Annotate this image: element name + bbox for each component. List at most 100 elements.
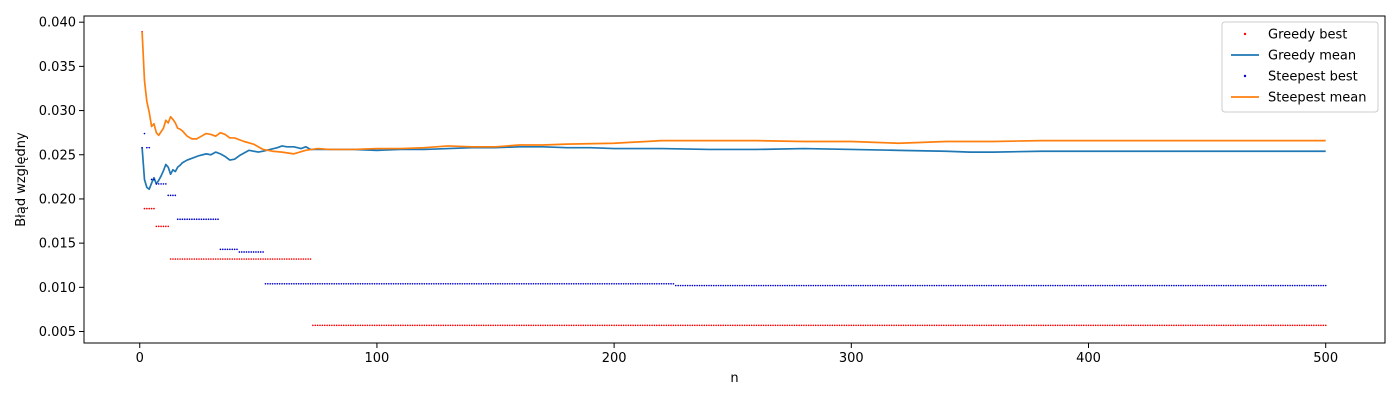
legend-swatch (1243, 32, 1247, 36)
greedy-best-point (1018, 324, 1021, 327)
steepest-best-point (776, 284, 779, 287)
steepest-best-point (961, 284, 964, 287)
greedy-best-point (447, 324, 449, 327)
greedy-best-point (1248, 324, 1251, 327)
y-axis-label: Błąd względny (14, 132, 29, 227)
greedy-best-point (238, 258, 241, 260)
steepest-best-point (848, 284, 850, 287)
greedy-best-point (361, 324, 364, 327)
greedy-best-point (570, 324, 573, 327)
greedy-best-point (482, 324, 485, 327)
greedy-best-point (589, 324, 592, 327)
greedy-best-point (414, 324, 416, 327)
greedy-best-point (843, 324, 846, 327)
greedy-best-point (271, 258, 274, 260)
greedy-best-point (1201, 324, 1204, 327)
steepest-best-point (202, 218, 205, 221)
steepest-best-point (1206, 284, 1208, 287)
greedy-best-point (231, 258, 234, 260)
steepest-best-point (1284, 284, 1287, 287)
greedy-best-point (390, 324, 393, 327)
greedy-best-point (1320, 324, 1322, 327)
greedy-best-point (1080, 324, 1083, 327)
steepest-best-point (539, 282, 542, 285)
steepest-best-point (693, 284, 696, 287)
greedy-best-point (205, 258, 207, 260)
steepest-best-point (513, 282, 516, 285)
greedy-best-point (489, 324, 492, 327)
steepest-best-point (224, 248, 226, 251)
greedy-best-point (207, 258, 210, 260)
greedy-best-point (473, 324, 476, 327)
greedy-best-point (202, 258, 205, 260)
steepest-best-point (928, 284, 931, 287)
steepest-best-point (888, 284, 891, 287)
greedy-best-point (1175, 324, 1178, 327)
greedy-best-point (1286, 324, 1289, 327)
steepest-best-point (618, 282, 620, 285)
greedy-best-point (342, 324, 345, 327)
greedy-best-point (698, 324, 701, 327)
steepest-best-point (558, 282, 561, 285)
greedy-best-point (1037, 324, 1040, 327)
y-tick-label: 0.040 (39, 16, 76, 31)
steepest-best-point (765, 284, 767, 287)
steepest-best-point (342, 282, 345, 285)
steepest-best-point (402, 282, 404, 285)
greedy-best-point (1042, 324, 1045, 327)
greedy-best-point (523, 324, 525, 327)
greedy-best-point (255, 258, 257, 260)
steepest-best-point (352, 282, 355, 285)
greedy-best-point (285, 258, 288, 260)
greedy-best-point (378, 324, 381, 327)
greedy-best-point (817, 324, 819, 327)
greedy-best-point (297, 258, 300, 260)
legend-label: Greedy best (1268, 28, 1347, 43)
steepest-best-point (682, 284, 684, 287)
steepest-best-point (667, 282, 670, 285)
greedy-best-point (577, 324, 580, 327)
greedy-best-point (276, 258, 279, 260)
greedy-best-point (1263, 324, 1265, 327)
greedy-best-point (312, 324, 314, 327)
greedy-best-point (387, 324, 390, 327)
steepest-best-point (1301, 284, 1303, 287)
steepest-best-point (454, 282, 457, 285)
steepest-best-point (482, 282, 485, 285)
greedy-best-point (1232, 324, 1235, 327)
steepest-best-point (468, 282, 471, 285)
steepest-best-point (703, 284, 706, 287)
steepest-best-point (599, 282, 601, 285)
greedy-best-point (328, 324, 331, 327)
steepest-best-point (1194, 284, 1197, 287)
greedy-best-point (319, 324, 321, 327)
greedy-best-point (1099, 324, 1102, 327)
steepest-best-point (1047, 284, 1050, 287)
steepest-best-point (1101, 284, 1104, 287)
greedy-best-point (658, 324, 661, 327)
greedy-best-point (568, 324, 570, 327)
steepest-best-point (188, 218, 191, 221)
greedy-best-point (691, 324, 694, 327)
steepest-best-point (1111, 284, 1114, 287)
greedy-best-point (459, 324, 461, 327)
steepest-best-point (736, 284, 739, 287)
greedy-best-point (551, 324, 554, 327)
greedy-best-point (1104, 324, 1106, 327)
greedy-best-point (646, 324, 649, 327)
greedy-best-point (1137, 324, 1140, 327)
steepest-best-point (357, 282, 359, 285)
greedy-best-point (679, 324, 682, 327)
steepest-best-point (257, 251, 260, 253)
steepest-best-point (546, 282, 549, 285)
steepest-best-point (1246, 284, 1249, 287)
greedy-best-point (1068, 324, 1071, 327)
greedy-best-point (549, 324, 551, 327)
greedy-best-point (869, 324, 872, 327)
greedy-best-point (672, 324, 675, 327)
greedy-best-point (449, 324, 452, 327)
greedy-best-point (1014, 324, 1016, 327)
steepest-best-point (494, 282, 497, 285)
greedy-best-point (380, 324, 383, 327)
greedy-best-point (428, 324, 430, 327)
